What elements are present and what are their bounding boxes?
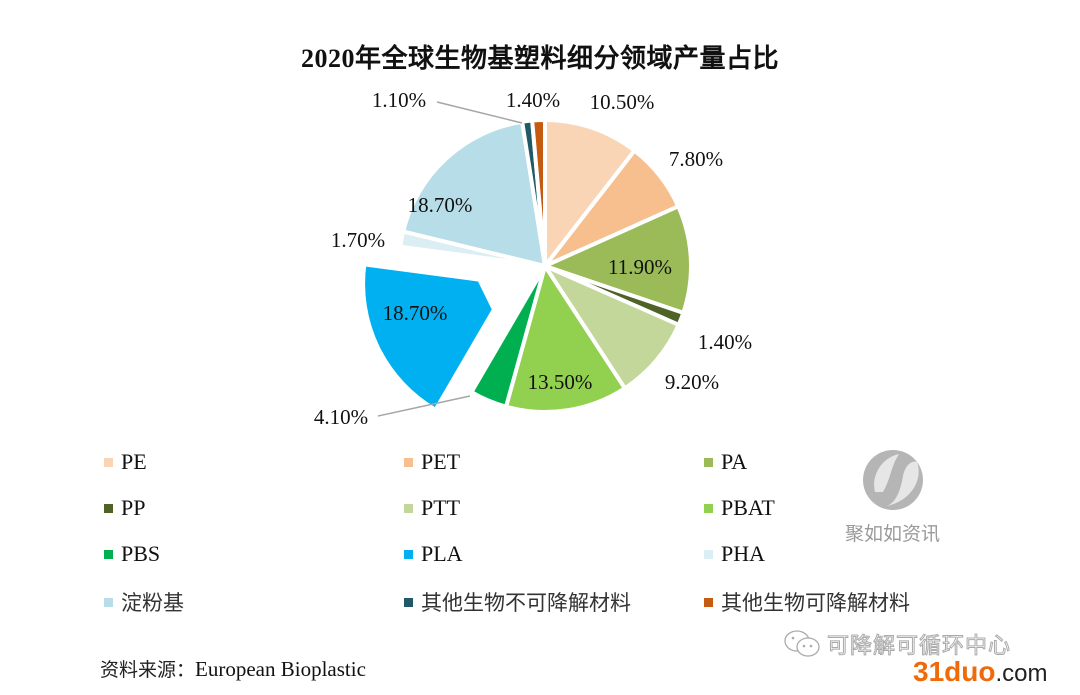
source-note: 资料来源：European Bioplastic [100, 655, 366, 682]
legend-swatch [104, 503, 113, 513]
data-label-PET: 7.80% [669, 147, 723, 171]
legend-item-PLA: PLA [404, 541, 463, 567]
legend-item-PA: PA [704, 449, 747, 475]
wechat-watermark: 可降解可循环中心 [783, 628, 1011, 660]
legend-label: PHA [721, 541, 766, 566]
leader-line-PBS [377, 395, 471, 417]
legend-item-PET: PET [404, 449, 460, 475]
data-label-PTT: 9.20% [665, 370, 719, 394]
legend-label: PP [121, 495, 146, 520]
source-name: European Bioplastic [195, 657, 366, 681]
wechat-icon [784, 630, 820, 657]
data-label-PHA: 1.70% [331, 228, 385, 252]
legend-label: PTT [421, 495, 461, 520]
legend-item-PP: PP [104, 495, 145, 521]
pie-slice-PLA [361, 262, 496, 412]
data-label-淀粉基: 18.70% [408, 193, 473, 217]
legend-label: 其他生物可降解材料 [721, 591, 910, 615]
legend-label: PA [721, 449, 748, 474]
legend-swatch [704, 549, 713, 559]
pie-slices [361, 118, 693, 414]
pie-slice-PE [543, 118, 637, 268]
data-label-PLA: 18.70% [383, 301, 448, 325]
leader-line-其他生物不可降解材料 [436, 101, 523, 124]
legend-item-PE: PE [104, 449, 147, 475]
legend-label: PBS [121, 541, 161, 566]
legend-label: 其他生物不可降解材料 [421, 591, 631, 615]
legend-item-其他生物可降解材料: 其他生物可降解材料 [704, 587, 910, 617]
legend-item-淀粉基: 淀粉基 [104, 587, 184, 617]
data-label-PBS: 4.10% [314, 405, 368, 429]
leader-lines [377, 101, 523, 417]
leaf-circle-logo-icon [862, 450, 923, 510]
legend-swatch [104, 549, 113, 559]
legend-swatch [704, 503, 713, 513]
data-label-PBAT: 13.50% [528, 370, 593, 394]
legend-label: PLA [421, 541, 463, 566]
legend-swatch [704, 597, 713, 607]
legend-swatch [404, 457, 413, 467]
legend-swatch [104, 597, 113, 607]
watermark: 聚如如资讯 [830, 448, 955, 546]
data-label-PA: 11.90% [608, 255, 672, 279]
pie-slice-PBS [469, 264, 547, 409]
legend-item-PTT: PTT [404, 495, 460, 521]
data-label-PE: 10.50% [590, 90, 655, 114]
data-labels: 10.50% 7.80% 11.90% 1.40% 9.20% 13.50% 4.10% 18… [314, 88, 752, 429]
pie-slice-其他生物可降解材料 [530, 118, 547, 268]
pie-slice-淀粉基 [401, 119, 547, 268]
legend-label: PBAT [721, 495, 775, 520]
legend-item-PHA: PHA [704, 541, 765, 567]
pie-slice-PA [543, 204, 693, 315]
legend-label: PE [121, 449, 147, 474]
legend-item-PBS: PBS [104, 541, 160, 567]
watermark-text: 聚如如资讯 [844, 523, 940, 545]
legend-swatch [704, 457, 713, 467]
legend-swatch [404, 549, 413, 559]
legend-item-其他生物不可降解材料: 其他生物不可降解材料 [404, 587, 631, 617]
legend-label: PET [421, 449, 461, 474]
legend-item-PBAT: PBAT [704, 495, 775, 521]
legend-label: 淀粉基 [121, 591, 184, 615]
data-label-PP: 1.40% [698, 330, 752, 354]
wechat-account-name: 可降解可循环中心 [826, 634, 1012, 660]
legend-swatch [104, 457, 113, 467]
legend-swatch [404, 503, 413, 513]
site-logo: 31duo.com [913, 656, 1047, 688]
source-prefix: 资料来源： [100, 659, 196, 681]
data-label-其他生物可降解材料: 1.40% [506, 88, 560, 112]
data-label-其他生物不可降解材料: 1.10% [372, 88, 426, 112]
chart-title: 2020年全球生物基塑料细分领域产量占比 [300, 44, 779, 73]
site-name: 31duo [913, 656, 996, 687]
site-domain: .com [995, 660, 1048, 687]
legend-swatch [404, 597, 413, 607]
